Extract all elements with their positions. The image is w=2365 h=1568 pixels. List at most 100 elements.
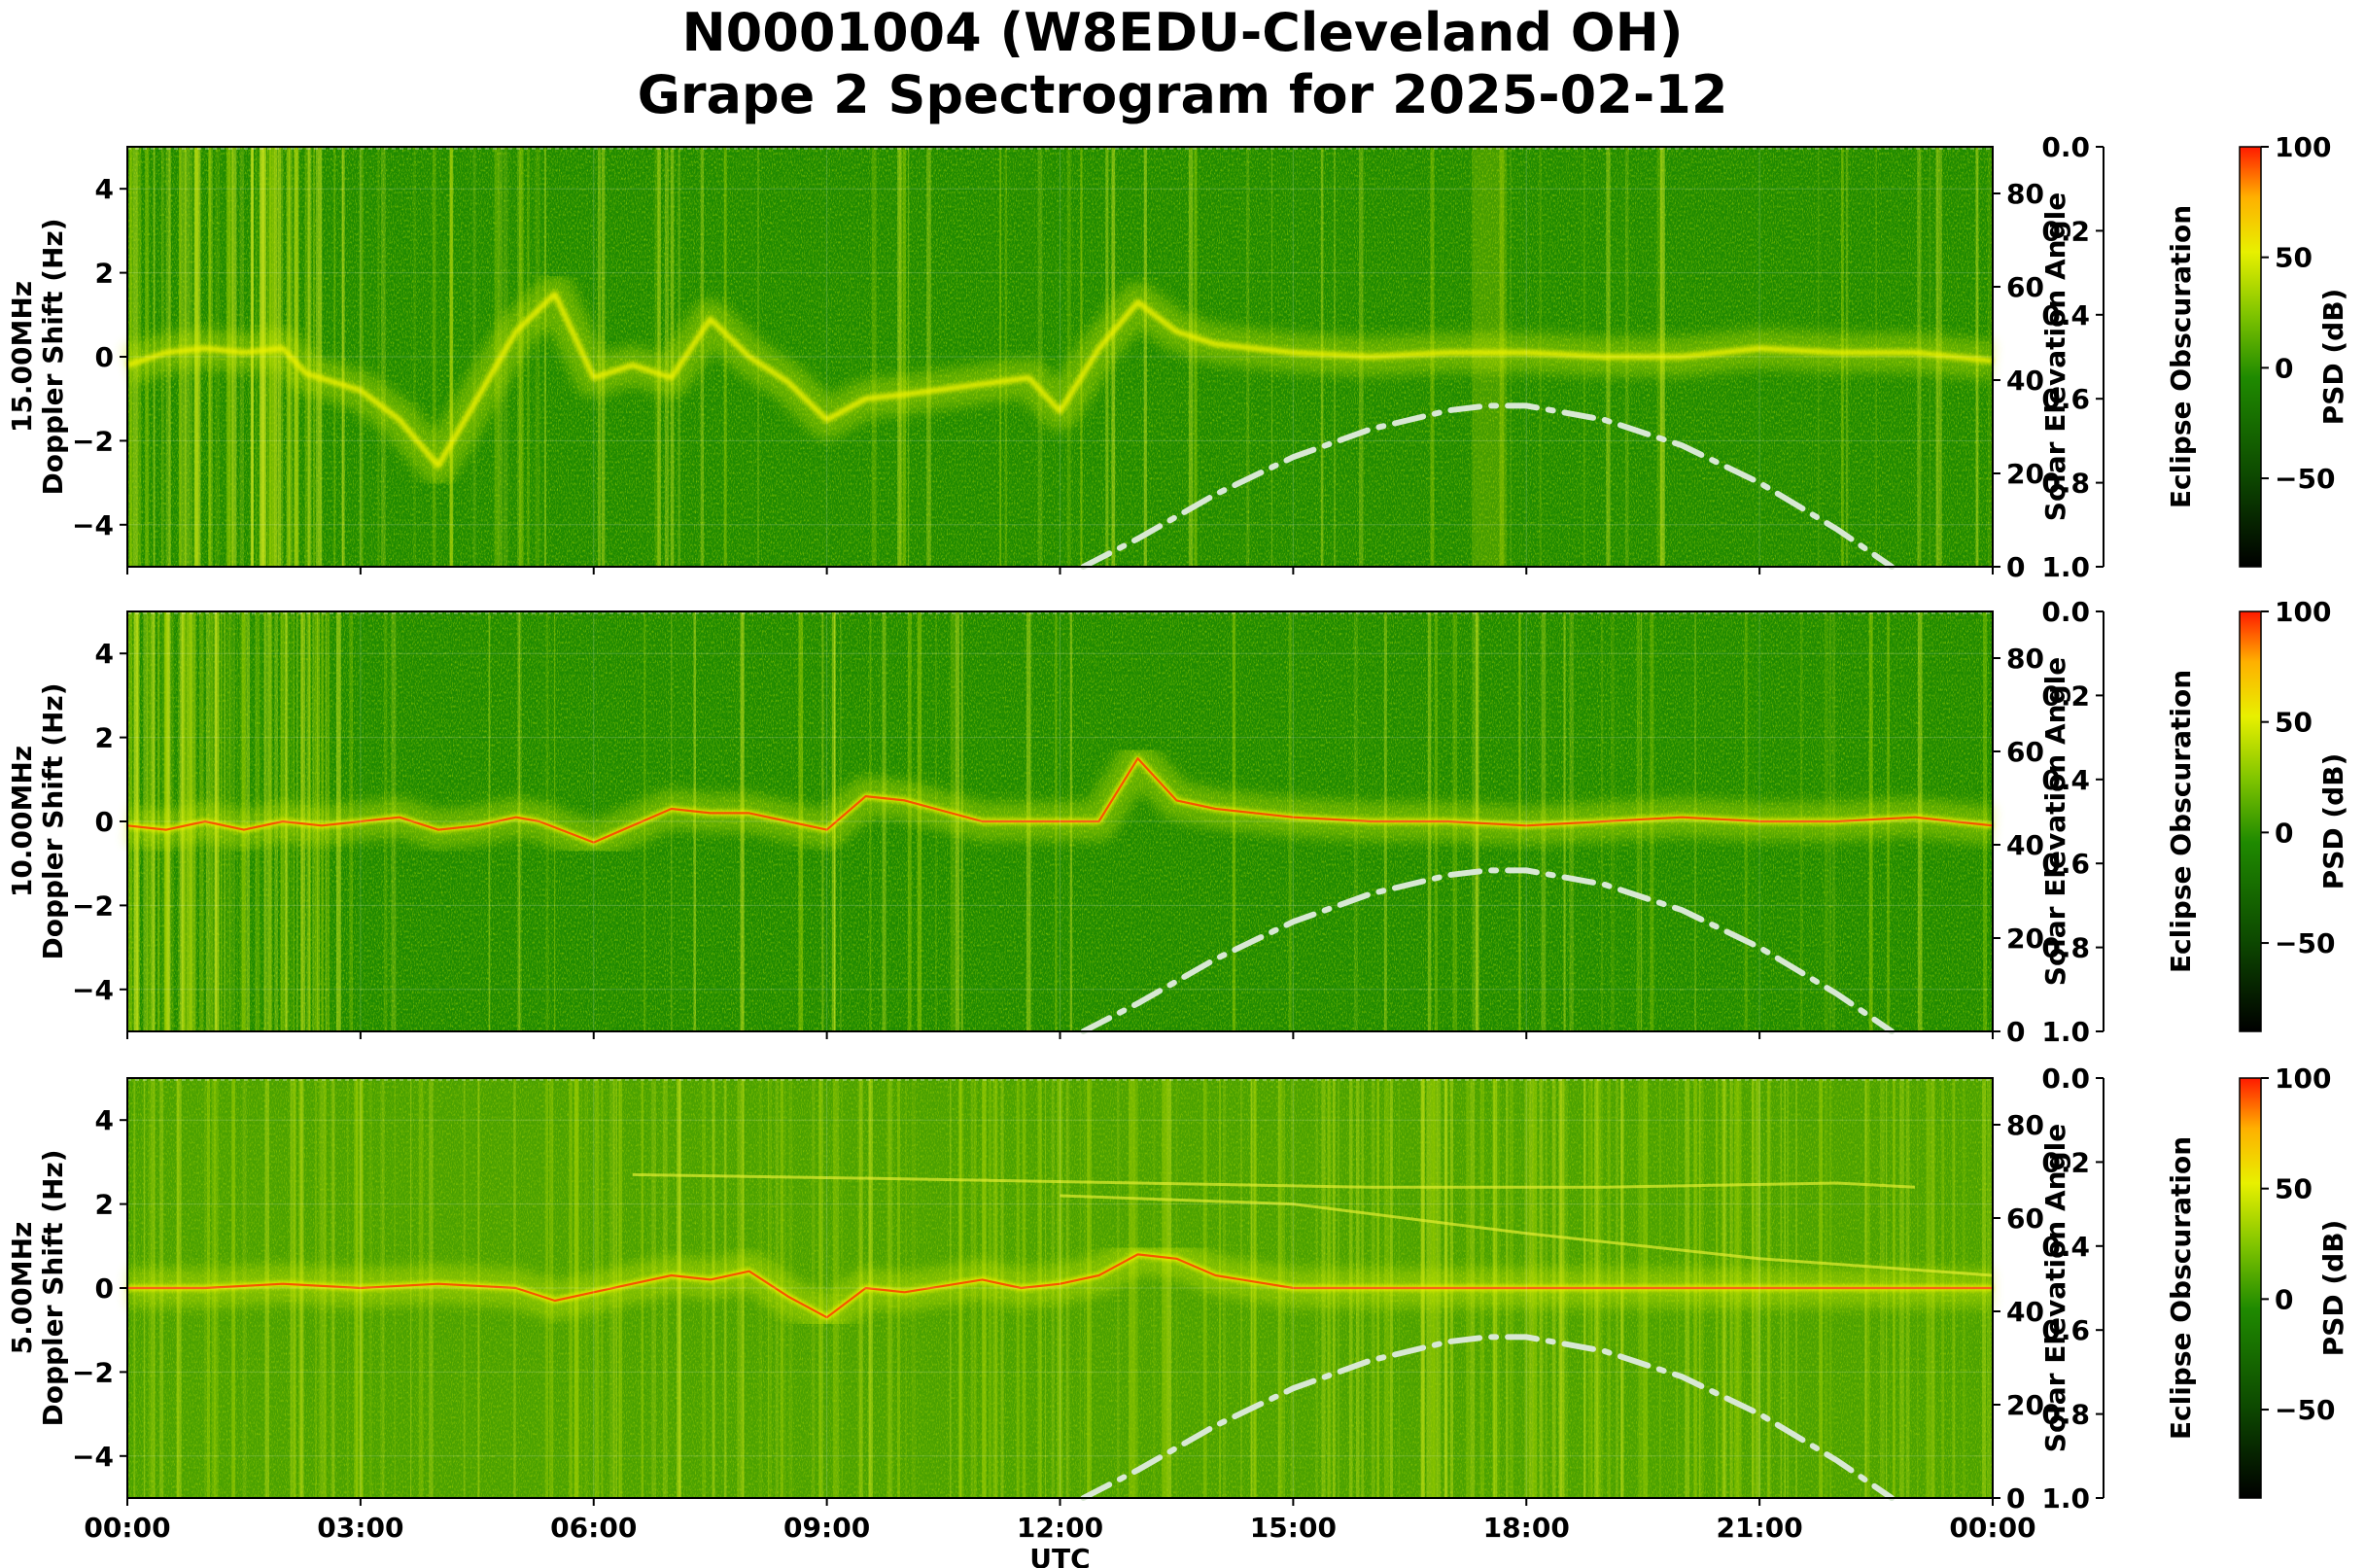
doppler-trace-core	[126, 757, 1994, 844]
streak	[1004, 147, 1008, 567]
y-tick-label: 4	[95, 638, 114, 670]
elevation-axis-title: Solar Elevation Angle	[2039, 1124, 2071, 1452]
elevation-axis-label: Solar Elevation Angle	[2039, 1124, 2071, 1452]
streak	[902, 147, 907, 567]
spectrogram-panel-5-00MHz: −4 −2 0 2 4 5.00MHz Doppler Shift (Hz) 0 20 40 60 8…	[6, 1063, 2349, 1568]
secondary-trace-0	[1060, 1194, 1994, 1277]
streak	[818, 1078, 822, 1498]
x-tick-label: 15:00	[1250, 1512, 1337, 1544]
elevation-tick-label: 60	[2006, 271, 2044, 303]
frequency-label: 10.00MHz	[6, 746, 38, 897]
streak	[869, 611, 872, 1031]
elevation-tick-label: 0	[2006, 1016, 2025, 1048]
streak	[907, 147, 910, 567]
eclipse-tick-label: 0.2	[2041, 679, 2090, 712]
y-tick-label: 2	[95, 722, 114, 754]
doppler-axis-label: Doppler Shift (Hz)	[37, 1149, 69, 1426]
y-tick-label: 0	[95, 806, 114, 838]
colorbar-label: PSD (dB)	[2317, 1220, 2349, 1357]
colorbar	[2239, 146, 2262, 568]
eclipse-axis-label: Eclipse Obscuration	[2165, 1136, 2197, 1440]
spectrogram-panel-15-00MHz: −4 −2 0 2 4 15.00MHz Doppler Shift (Hz) 0 20 40 60…	[6, 131, 2349, 583]
streak	[1066, 147, 1071, 567]
streak	[1132, 1078, 1138, 1498]
eclipse-tick-label: 1.0	[2041, 1016, 2090, 1048]
elevation-tick-label: 40	[2006, 829, 2044, 861]
streak	[1129, 1078, 1133, 1498]
eclipse-tick-label: 0.0	[2041, 131, 2090, 163]
streak	[926, 147, 931, 567]
streak	[432, 147, 436, 567]
x-tick-label: 00:00	[84, 1512, 170, 1544]
eclipse-tick-label: 0.4	[2041, 764, 2090, 796]
y-tick-label: 4	[95, 1104, 114, 1136]
colorbar-title: PSD (dB)	[2317, 753, 2349, 890]
secondary-trace-1	[632, 1172, 1916, 1189]
streak	[1162, 1078, 1165, 1498]
streak	[999, 147, 1002, 567]
eclipse-tick-label: 0.6	[2041, 848, 2090, 880]
x-tick-label: 18:00	[1483, 1512, 1570, 1544]
streak	[818, 1078, 822, 1498]
elevation-axis-title: Solar Elevation Angle	[2039, 657, 2071, 986]
colorbar-tick-label: −50	[2275, 463, 2335, 495]
streak	[342, 147, 345, 567]
streak	[472, 147, 476, 567]
elevation-axis-label: Solar Elevation Angle	[2039, 192, 2071, 521]
colorbar-tick-label: 100	[2275, 131, 2331, 163]
x-tick-label: 06:00	[550, 1512, 637, 1544]
colorbar	[2239, 1077, 2262, 1499]
streak	[527, 147, 530, 567]
elevation-tick-label: 20	[2006, 923, 2044, 955]
doppler-axis-label: Doppler Shift (Hz)	[37, 682, 69, 959]
eclipse-tick-label: 0.8	[2041, 468, 2090, 500]
streak	[897, 147, 902, 567]
streak	[1188, 147, 1194, 567]
eclipse-tick-label: 1.0	[2041, 551, 2090, 583]
streak	[1132, 1078, 1135, 1498]
eclipse-axis-label: Eclipse Obscuration	[2165, 205, 2197, 508]
colorbar-label: PSD (dB)	[2317, 753, 2349, 890]
y-tick-label: −2	[72, 425, 114, 457]
x-tick-label: 09:00	[783, 1512, 870, 1544]
y-tick-label: 2	[95, 258, 114, 290]
colorbar-tick-label: −50	[2275, 1394, 2335, 1426]
streak	[377, 147, 380, 567]
elevation-tick-label: 60	[2006, 736, 2044, 768]
elevation-tick-label: 0	[2006, 1482, 2025, 1515]
chart-title-line-2: Grape 2 Spectrogram for 2025-02-12	[637, 64, 1728, 125]
elevation-tick-label: 80	[2006, 1109, 2044, 1141]
streak	[1037, 147, 1043, 567]
eclipse-tick-label: 0.0	[2041, 1063, 2090, 1095]
colorbar-tick-label: 50	[2275, 1173, 2313, 1205]
y-axis-label: 5.00MHz Doppler Shift (Hz)	[6, 1149, 69, 1426]
spectrogram-panel-10-00MHz: −4 −2 0 2 4 10.00MHz Doppler Shift (Hz) 0 20 40 60…	[6, 596, 2349, 1048]
streak	[413, 147, 416, 567]
streak	[535, 147, 540, 567]
y-tick-label: −4	[72, 509, 114, 541]
eclipse-axis-title: Eclipse Obscuration	[2165, 205, 2197, 508]
y-tick-label: 2	[95, 1189, 114, 1221]
streak	[341, 147, 344, 567]
streak	[882, 611, 887, 1031]
streak	[871, 147, 877, 567]
colorbar-title: PSD (dB)	[2317, 1220, 2349, 1357]
colorbar	[2239, 610, 2262, 1032]
elevation-tick-label: 80	[2006, 643, 2044, 675]
elevation-tick-label: 40	[2006, 1296, 2044, 1328]
colorbar-tick-label: 100	[2275, 1063, 2331, 1095]
streak	[318, 147, 323, 567]
eclipse-tick-label: 0.0	[2041, 596, 2090, 628]
y-tick-label: −4	[72, 1441, 114, 1473]
streak	[899, 147, 903, 567]
elevation-axis-label: Solar Elevation Angle	[2039, 657, 2071, 986]
streak	[333, 147, 336, 567]
streak	[821, 1078, 823, 1498]
colorbar-title: PSD (dB)	[2317, 289, 2349, 426]
chart-title-line-1: N0001004 (W8EDU-Cleveland OH)	[681, 2, 1684, 63]
eclipse-tick-label: 0.6	[2041, 1314, 2090, 1346]
eclipse-tick-label: 0.4	[2041, 299, 2090, 331]
doppler-trace	[126, 291, 1994, 470]
eclipse-tick-label: 1.0	[2041, 1482, 2090, 1515]
